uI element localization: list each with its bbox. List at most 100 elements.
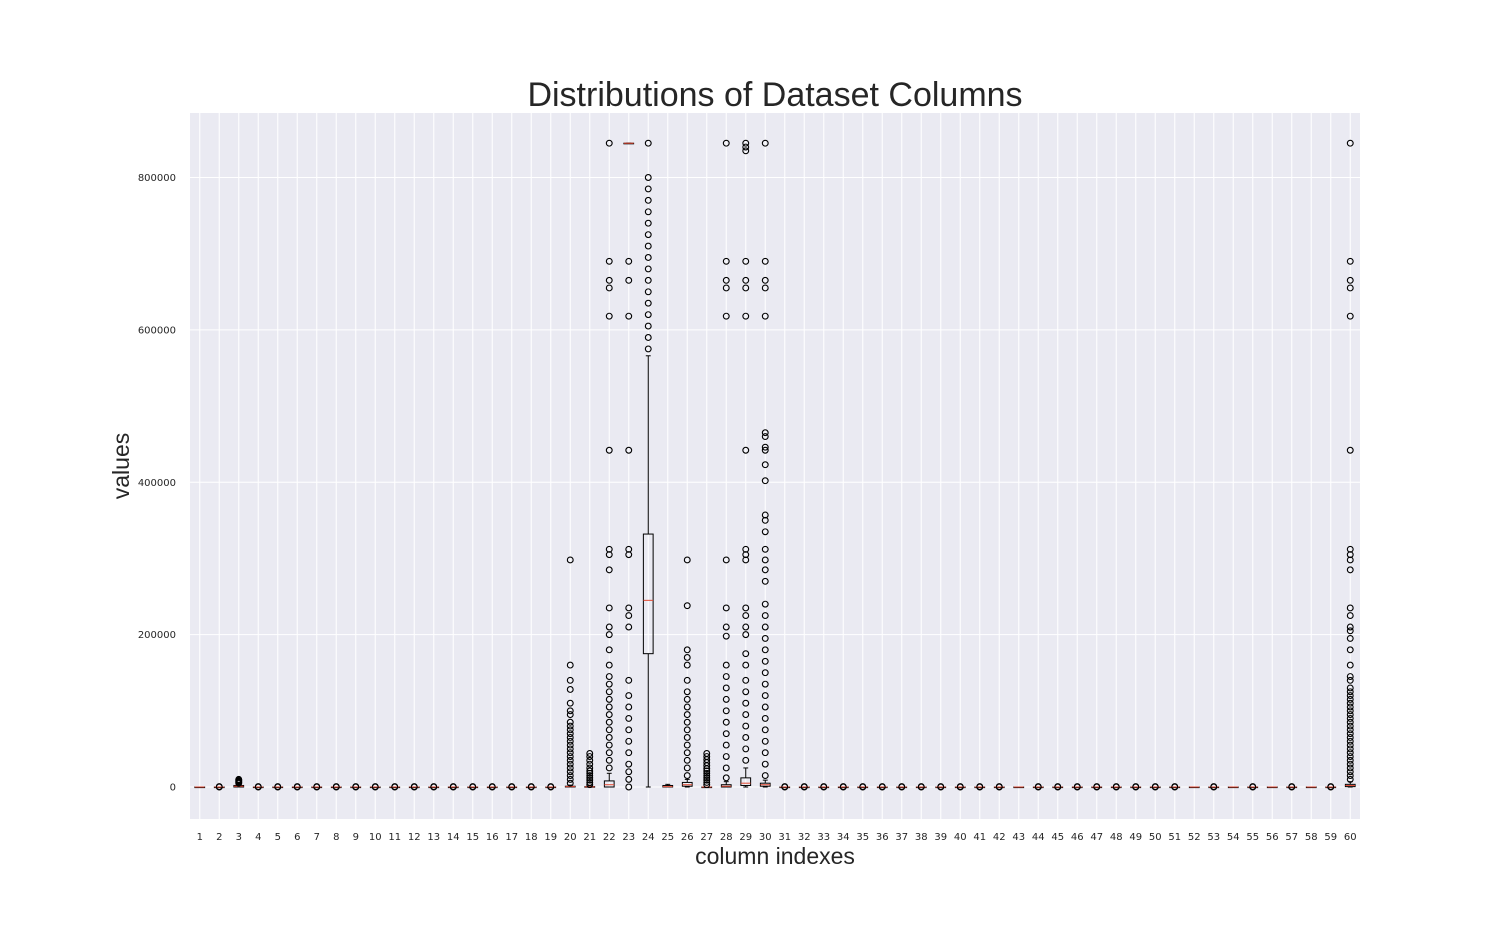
- flier-point: [1346, 730, 1354, 738]
- x-tick-label: 6: [294, 832, 300, 843]
- flier-point: [1346, 753, 1354, 760]
- flier-point: [1346, 775, 1354, 783]
- x-tick-label: 46: [1071, 832, 1084, 843]
- flier-point: [683, 661, 691, 669]
- flier-point: [1346, 276, 1354, 284]
- flier-point: [761, 556, 769, 564]
- flier-point: [371, 783, 379, 791]
- box-column-34: [837, 783, 849, 791]
- flier-point: [683, 695, 691, 703]
- box-column-8: [330, 783, 342, 791]
- flier-point: [1346, 737, 1354, 745]
- x-tick-label: 40: [954, 832, 967, 843]
- flier-point: [605, 661, 613, 669]
- flier-point: [605, 680, 613, 688]
- flier-point: [274, 783, 282, 791]
- y-tick-label: 800000: [138, 173, 176, 184]
- flier-point: [742, 147, 750, 155]
- box-column-28: [720, 139, 732, 788]
- flier-point: [625, 623, 633, 631]
- x-tick-label: 54: [1227, 832, 1240, 843]
- flier-point: [605, 764, 613, 772]
- x-tick-labels: 1 2 3 4 5 6 7 8 9 10 11 12 13 14 15 16 17 18 19 20 21 22 23 24 2…: [197, 832, 1357, 843]
- box-column-4: [252, 783, 264, 791]
- box-column-30: [759, 139, 771, 788]
- flier-point: [605, 545, 613, 553]
- flier-point: [1132, 783, 1140, 791]
- box-column-2: [213, 783, 225, 791]
- flier-point: [761, 566, 769, 574]
- flier-point: [605, 741, 613, 749]
- flier-point: [761, 276, 769, 284]
- flier-point: [761, 623, 769, 631]
- box-column-33: [818, 783, 830, 791]
- flier-point: [566, 756, 574, 764]
- flier-point: [976, 783, 984, 791]
- flier-point: [605, 257, 613, 265]
- flier-point: [644, 196, 652, 204]
- flier-point: [761, 446, 769, 454]
- y-tick-label: 200000: [138, 630, 176, 641]
- flier-point: [332, 783, 340, 791]
- flier-point: [566, 749, 574, 757]
- flier-point: [1346, 711, 1354, 719]
- flier-point: [1346, 707, 1354, 715]
- x-tick-label: 5: [275, 832, 281, 843]
- flier-point: [1346, 684, 1354, 692]
- flier-point: [605, 566, 613, 574]
- x-tick-label: 17: [505, 832, 518, 843]
- flier-point: [722, 312, 730, 320]
- x-tick-label: 60: [1344, 832, 1357, 843]
- x-tick-label: 44: [1032, 832, 1045, 843]
- x-tick-label: 28: [720, 832, 733, 843]
- flier-point: [683, 741, 691, 749]
- box-column-14: [447, 783, 459, 791]
- box-column-11: [389, 783, 401, 791]
- flier-point: [1288, 783, 1296, 791]
- flier-point: [605, 703, 613, 711]
- flier-point: [605, 646, 613, 654]
- flier-point: [1346, 745, 1354, 753]
- flier-point: [1346, 612, 1354, 620]
- box-iqr: [642, 533, 654, 655]
- x-tick-label: 32: [798, 832, 811, 843]
- box-column-38: [915, 783, 927, 791]
- flier-point: [566, 661, 574, 669]
- flier-point: [722, 673, 730, 680]
- y-tick-label: 0: [170, 783, 176, 794]
- flier-point: [566, 760, 574, 768]
- flier-point: [761, 760, 769, 768]
- chart-title: Distributions of Dataset Columns: [527, 76, 1022, 114]
- flier-point: [1346, 722, 1354, 730]
- flier-point: [1346, 673, 1354, 680]
- box-column-49: [1130, 783, 1142, 791]
- flier-point: [878, 783, 886, 791]
- box-column-19: [545, 783, 557, 791]
- flier-point: [1073, 783, 1081, 791]
- flier-point: [683, 734, 691, 741]
- flier-point: [625, 257, 633, 265]
- flier-point: [1249, 783, 1257, 791]
- flier-point: [1346, 703, 1354, 711]
- flier-point: [761, 749, 769, 757]
- box-column-39: [935, 783, 947, 791]
- x-tick-label: 13: [427, 832, 440, 843]
- flier-point: [722, 276, 730, 284]
- flier-point: [566, 722, 574, 730]
- flier-point: [625, 446, 633, 454]
- flier-point: [625, 276, 633, 284]
- flier-point: [1346, 688, 1354, 696]
- x-tick-label: 38: [915, 832, 928, 843]
- flier-point: [742, 722, 750, 730]
- box-column-52: [1188, 786, 1200, 789]
- flier-point: [761, 692, 769, 700]
- flier-point: [742, 143, 750, 151]
- x-tick-label: 12: [408, 832, 421, 843]
- flier-point: [898, 783, 906, 791]
- flier-point: [566, 753, 574, 760]
- box-column-46: [1071, 783, 1083, 791]
- flier-point: [644, 208, 652, 216]
- flier-point: [761, 703, 769, 711]
- flier-point: [644, 322, 652, 330]
